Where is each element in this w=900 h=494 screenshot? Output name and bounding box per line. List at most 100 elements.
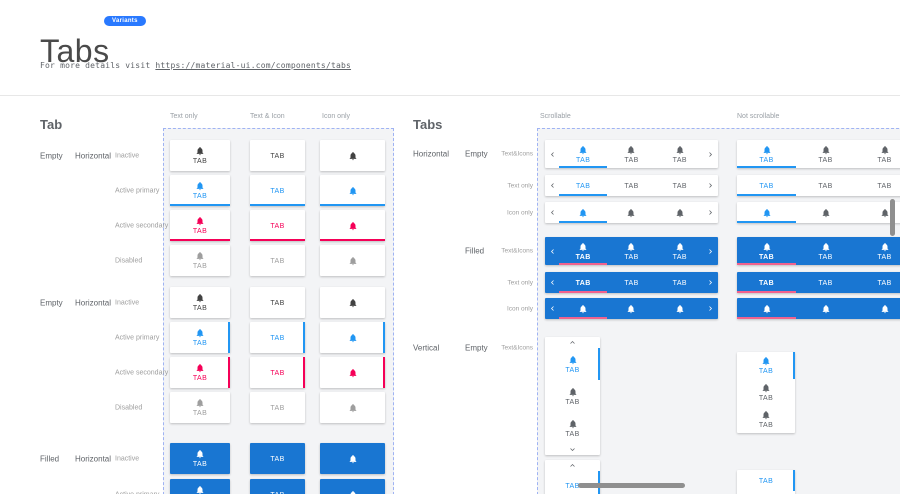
tab[interactable]: TAB [656,272,704,293]
tab-tile[interactable]: TAB [170,392,230,423]
tab-tile[interactable]: TAB [170,140,230,171]
tab[interactable]: TAB [545,412,600,444]
tab[interactable]: TAB [545,471,600,494]
tab[interactable]: TAB [737,140,796,168]
tab-tile[interactable]: TAB [250,287,305,318]
bell-icon [578,208,588,218]
bell-icon [195,216,205,226]
bell-icon [626,304,636,314]
tab-tile[interactable]: TAB [170,479,230,494]
tab[interactable]: TAB [855,272,900,293]
tab[interactable]: TAB [737,379,795,406]
tab[interactable]: TAB [855,237,900,265]
tab[interactable]: TAB [796,140,855,168]
tab-tile[interactable]: TAB [250,140,305,171]
orientation-label: Horizontal [413,149,450,159]
tab[interactable]: TAB [796,175,855,196]
tab-tile[interactable]: TAB [250,443,305,474]
tab-tile[interactable]: TAB [170,443,230,474]
tab[interactable]: TAB [545,380,600,412]
tab-tile[interactable]: TAB [250,479,305,494]
tab[interactable]: TAB [737,352,795,379]
tab[interactable]: TAB [737,406,795,433]
tab[interactable]: TAB [559,237,608,265]
tab-tile[interactable] [320,443,385,474]
chevron-left-icon[interactable] [545,175,559,196]
chevron-up-icon[interactable] [545,337,600,348]
tab[interactable]: TAB [737,272,796,293]
tab[interactable]: TAB [855,140,900,168]
tab[interactable]: TAB [737,470,795,491]
chevron-down-icon[interactable] [545,444,600,455]
tab[interactable]: TAB [607,272,655,293]
tab[interactable]: TAB [656,237,704,265]
tab-tile[interactable]: TAB [170,210,230,241]
tab[interactable]: TAB [737,237,796,265]
tab[interactable] [656,202,704,223]
active-indicator [793,352,795,379]
tab[interactable]: TAB [559,175,608,196]
docs-link[interactable]: https://material-ui.com/components/tabs [155,61,352,70]
tab-tile[interactable]: TAB [170,245,230,276]
tab[interactable]: TAB [545,348,600,380]
tab[interactable] [855,202,900,223]
tab-label: TAB [818,156,833,164]
tab[interactable]: TAB [855,175,900,196]
chevron-right-icon[interactable] [704,202,718,223]
tab-tile[interactable] [320,479,385,494]
tab-tile[interactable] [320,175,385,206]
tab[interactable] [737,298,796,319]
chevron-right-icon[interactable] [704,298,718,319]
tab[interactable] [796,202,855,223]
chevron-left-icon[interactable] [545,298,559,319]
tab[interactable] [855,298,900,319]
chevron-left-icon[interactable] [545,140,559,168]
vertical-scrollbar[interactable] [890,199,895,236]
tab[interactable] [796,298,855,319]
tab-tile[interactable]: TAB [250,392,305,423]
tab[interactable]: TAB [607,237,655,265]
tab-tile[interactable]: TAB [250,357,305,388]
tab-tile[interactable]: TAB [250,175,305,206]
tab[interactable]: TAB [607,175,655,196]
tab[interactable] [656,298,704,319]
chevron-right-icon[interactable] [704,237,718,265]
tab-tile[interactable] [320,392,385,423]
tab[interactable]: TAB [607,140,655,168]
tab-tile[interactable] [320,210,385,241]
tab-tile[interactable]: TAB [170,175,230,206]
tab[interactable] [607,298,655,319]
tab-tile[interactable]: TAB [250,322,305,353]
tab[interactable]: TAB [737,175,796,196]
tab-tile[interactable] [320,140,385,171]
tab[interactable]: TAB [559,272,608,293]
tab-tile[interactable] [320,357,385,388]
chevron-up-icon[interactable] [545,460,600,471]
tab[interactable]: TAB [656,175,704,196]
chevron-left-icon[interactable] [545,272,559,293]
tab-tile[interactable]: TAB [250,210,305,241]
tab[interactable] [737,202,796,223]
tab[interactable]: TAB [796,272,855,293]
tab-tile[interactable] [320,245,385,276]
chevron-right-icon[interactable] [704,140,718,168]
chevron-right-icon[interactable] [704,175,718,196]
tab[interactable] [559,298,608,319]
tab-tile[interactable] [320,322,385,353]
tab-tile[interactable]: TAB [170,287,230,318]
tab-tile[interactable]: TAB [170,322,230,353]
tab[interactable] [559,202,608,223]
horizontal-scrollbar[interactable] [578,483,685,488]
tab[interactable]: TAB [796,237,855,265]
chevron-left-icon[interactable] [545,202,559,223]
tab-label: TAB [576,183,591,190]
tab-tile[interactable] [320,287,385,318]
tab[interactable]: TAB [559,140,608,168]
chevron-right-icon[interactable] [704,272,718,293]
tab[interactable] [607,202,655,223]
tab-tile[interactable]: TAB [250,245,305,276]
tab-tile[interactable]: TAB [170,357,230,388]
page-title: Tabs [40,33,110,70]
tab[interactable]: TAB [656,140,704,168]
chevron-left-icon[interactable] [545,237,559,265]
